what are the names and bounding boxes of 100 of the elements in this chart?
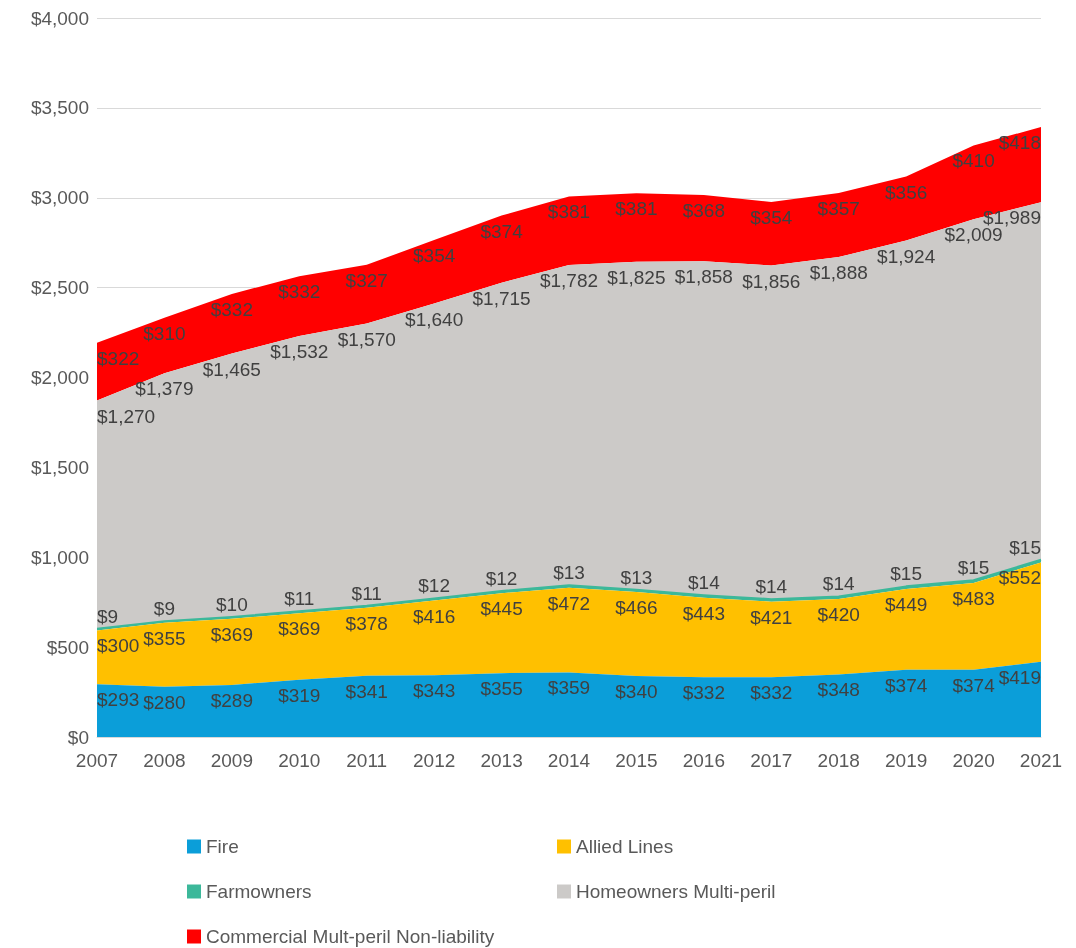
data-label: $11: [351, 582, 382, 604]
y-tick-label: $1,000: [30, 546, 89, 568]
data-label: $1,379: [135, 378, 194, 400]
data-label: $368: [682, 200, 725, 222]
legend-label: Fire: [206, 836, 239, 857]
data-label: $12: [418, 575, 450, 597]
data-label: $332: [682, 682, 725, 704]
data-label: $1,715: [472, 287, 531, 309]
data-label: $11: [284, 588, 315, 610]
data-label: $1,465: [202, 358, 261, 380]
data-label: $9: [97, 605, 119, 627]
data-label: $1,270: [97, 405, 156, 427]
data-label: $15: [890, 563, 922, 585]
data-label: $1,825: [607, 266, 666, 288]
data-label: $472: [547, 592, 591, 614]
data-label: $332: [278, 281, 321, 303]
y-tick-label: $0: [67, 726, 89, 748]
data-label: $374: [480, 220, 524, 242]
data-label: $420: [817, 603, 860, 625]
data-label: $343: [413, 680, 456, 702]
data-label: $341: [345, 680, 388, 702]
data-label: $356: [885, 181, 928, 203]
y-tick-label: $2,500: [30, 277, 89, 299]
data-label: $289: [210, 690, 253, 712]
legend-label: Homeowners Multi-peril: [576, 881, 776, 902]
data-label: $322: [97, 347, 140, 369]
data-label: $374: [885, 674, 928, 696]
data-label: $1,888: [809, 262, 868, 284]
data-label: $369: [210, 623, 253, 645]
data-label: $418: [998, 132, 1041, 154]
legend-label: Commercial Mult-peril Non-liability: [206, 926, 495, 947]
legend-label: Allied Lines: [576, 836, 674, 857]
y-tick-label: $3,500: [30, 97, 89, 119]
data-label: $419: [998, 666, 1041, 688]
data-label: $357: [817, 197, 860, 219]
data-label: $1,858: [674, 266, 733, 288]
x-tick-label: 2007: [75, 750, 119, 771]
y-tick-label: $4,000: [30, 7, 89, 29]
data-label: $449: [885, 594, 928, 616]
data-label: $483: [952, 587, 995, 609]
data-label: $327: [345, 269, 388, 291]
y-tick-label: $2,000: [30, 367, 89, 388]
data-label: $354: [413, 244, 456, 266]
x-tick-label: 2011: [346, 750, 388, 771]
x-tick-label: 2017: [750, 750, 793, 771]
data-label: $14: [822, 573, 855, 595]
data-label: $10: [216, 593, 248, 615]
data-label: $15: [957, 557, 990, 579]
data-label: $410: [952, 150, 995, 172]
x-tick-label: 2008: [143, 750, 186, 771]
data-label: $1,856: [742, 270, 801, 292]
y-tick-label: $1,500: [30, 456, 89, 478]
data-label: $1,924: [877, 245, 936, 267]
data-label: $15: [1009, 536, 1041, 558]
data-label: $300: [97, 635, 140, 657]
legend-label: Farmowners: [206, 881, 312, 902]
data-label: $319: [278, 684, 321, 706]
data-label: $13: [620, 566, 653, 588]
data-label: $355: [143, 627, 186, 649]
x-tick-label: 2018: [817, 750, 860, 771]
y-tick-label: $3,000: [30, 187, 89, 209]
data-label: $381: [547, 201, 591, 223]
data-label: $12: [485, 568, 518, 590]
x-tick-label: 2021: [1019, 750, 1063, 771]
data-label: $1,782: [539, 269, 599, 291]
data-label: $552: [998, 567, 1041, 589]
y-tick-label: $500: [46, 636, 89, 658]
data-label: $332: [750, 682, 793, 704]
data-label: $443: [682, 602, 725, 624]
x-tick-label: 2009: [210, 750, 253, 771]
data-label: $374: [952, 674, 996, 696]
x-tick-label: 2020: [952, 750, 995, 771]
x-tick-label: 2010: [278, 750, 321, 771]
data-label: $293: [97, 689, 140, 711]
data-label: $340: [615, 680, 658, 702]
data-label: $332: [210, 298, 253, 320]
data-label: $280: [143, 691, 186, 713]
data-label: $445: [480, 598, 523, 620]
data-label: $416: [413, 605, 456, 627]
x-tick-label: 2015: [615, 750, 658, 771]
x-tick-label: 2014: [547, 750, 591, 771]
data-label: $14: [755, 576, 788, 598]
data-label: $359: [547, 677, 591, 699]
data-label: $1,640: [405, 308, 464, 330]
x-tick-label: 2013: [480, 750, 523, 771]
data-label: $1,532: [270, 340, 329, 362]
data-label: $13: [553, 562, 585, 584]
x-tick-label: 2016: [682, 750, 725, 771]
data-label: $369: [278, 618, 321, 640]
data-label: $348: [817, 679, 860, 701]
data-label: $354: [750, 206, 793, 228]
data-label: $381: [615, 198, 658, 220]
data-label: $466: [615, 597, 658, 619]
x-tick-label: 2012: [413, 750, 456, 771]
data-label: $310: [143, 322, 186, 344]
data-label: $9: [153, 598, 175, 620]
data-label: $1,570: [337, 328, 396, 350]
x-tick-label: 2019: [885, 750, 928, 771]
data-label: $378: [345, 612, 388, 634]
data-label: $355: [480, 678, 523, 700]
